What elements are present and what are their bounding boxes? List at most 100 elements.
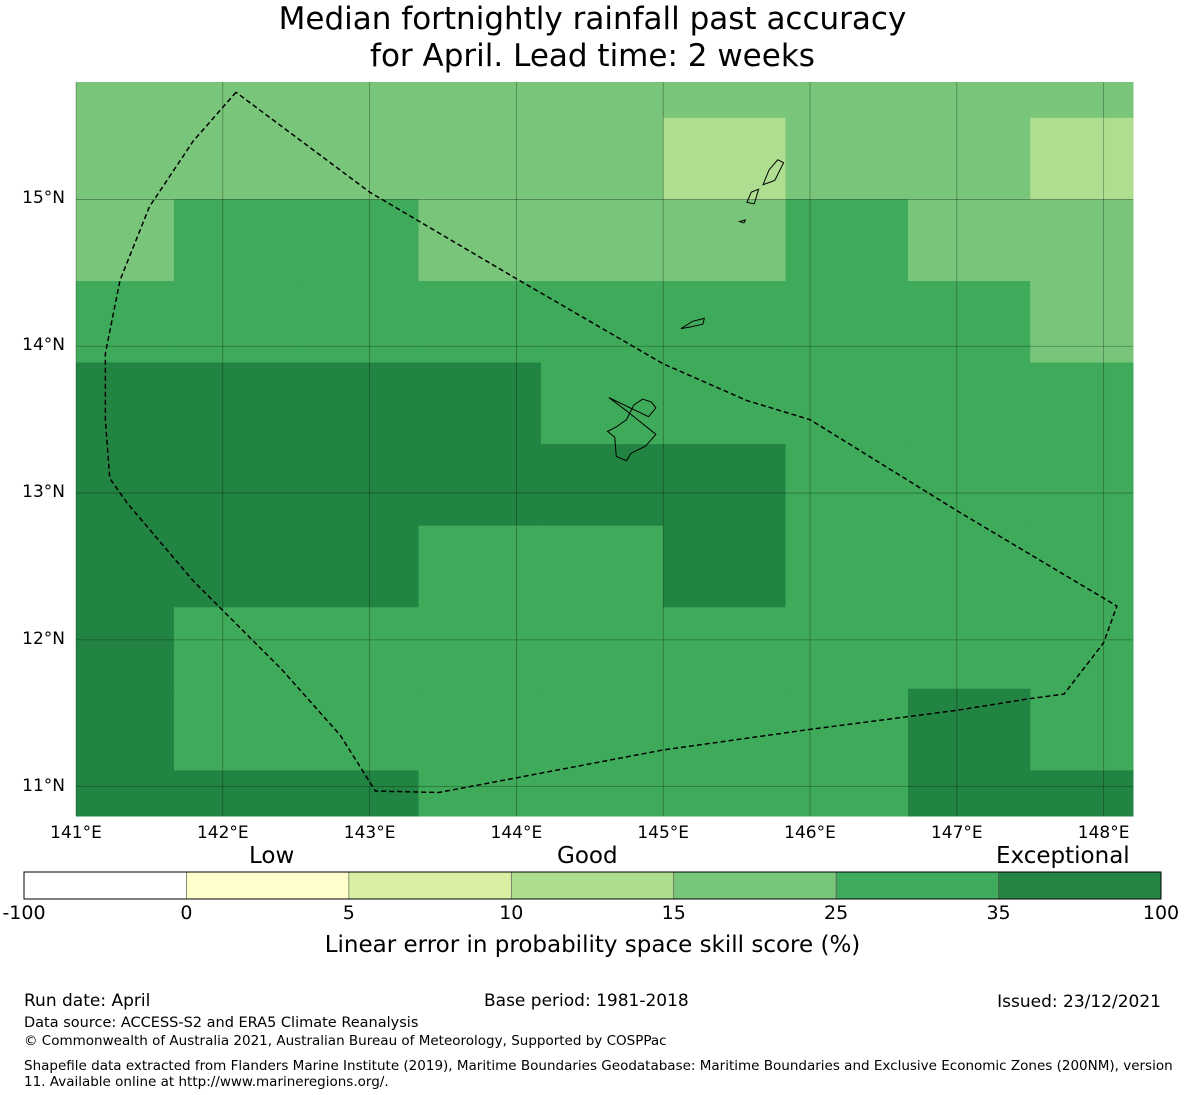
skill-cell xyxy=(540,525,664,608)
skill-cell xyxy=(785,362,909,445)
colorbar-bin xyxy=(510,871,675,900)
lon-tick-label: 147°E xyxy=(930,823,983,843)
eez-boundary xyxy=(104,91,1118,794)
map-gridlines xyxy=(75,82,1133,816)
skill-cell xyxy=(418,117,542,200)
skill-cell xyxy=(296,199,419,282)
skill-cell xyxy=(785,199,909,282)
skill-cell xyxy=(418,688,542,771)
colorbar-tick-label: -100 xyxy=(2,902,46,924)
colorbar-tick-label: 15 xyxy=(661,902,686,924)
skill-cell xyxy=(76,607,175,690)
skill-cell xyxy=(1030,607,1134,690)
skill-cell xyxy=(76,444,175,527)
skill-cell xyxy=(907,281,1031,364)
colorbar-tick-label: 5 xyxy=(342,902,355,924)
skill-cell xyxy=(173,362,297,445)
map-title-line2: for April. Lead time: 2 weeks xyxy=(370,38,815,74)
colorbar-bin xyxy=(998,871,1162,900)
skill-cell xyxy=(785,525,909,608)
lon-tick-label: 148°E xyxy=(1077,823,1130,843)
category-good: Good xyxy=(557,843,618,869)
skill-cell xyxy=(1030,362,1134,445)
skill-cell xyxy=(173,281,297,364)
skill-cell xyxy=(76,525,175,608)
skill-cell xyxy=(907,199,1031,282)
skill-cell xyxy=(907,607,1031,690)
skill-cell xyxy=(663,444,787,527)
skill-cell xyxy=(663,688,787,771)
skill-cell xyxy=(296,525,419,608)
skill-cell xyxy=(907,82,1031,119)
colorbar-bin xyxy=(835,871,999,900)
skill-cell xyxy=(663,525,787,608)
skill-cell xyxy=(663,362,787,445)
skill-cell xyxy=(540,688,664,771)
skill-cell xyxy=(418,525,542,608)
skill-cell xyxy=(785,770,909,817)
skill-cell xyxy=(173,199,297,282)
skill-cell xyxy=(76,117,175,200)
skill-cell xyxy=(418,281,542,364)
skill-cell xyxy=(173,525,297,608)
category-exceptional: Exceptional xyxy=(996,843,1130,869)
skill-cell xyxy=(418,362,542,445)
skill-cell xyxy=(663,82,787,119)
skill-cell xyxy=(296,688,419,771)
island-guam xyxy=(606,397,657,462)
skill-cell xyxy=(907,770,1031,817)
skill-cell xyxy=(173,82,297,119)
skill-cell xyxy=(296,770,419,817)
colorbar-outline xyxy=(23,871,1162,900)
skill-cell xyxy=(1030,444,1134,527)
copyright: © Commonwealth of Australia 2021, Austra… xyxy=(24,1033,667,1049)
skill-cell xyxy=(296,117,419,200)
category-low: Low xyxy=(249,843,295,869)
skill-cell xyxy=(76,362,175,445)
skill-cell xyxy=(663,281,787,364)
lat-tick-label: 11°N xyxy=(22,775,65,796)
map-title-line1: Median fortnightly rainfall past accurac… xyxy=(278,1,907,37)
skill-cell xyxy=(540,117,664,200)
skill-cell xyxy=(1030,770,1134,817)
skill-cell xyxy=(540,362,664,445)
colorbar-bin xyxy=(673,871,837,900)
skill-cell xyxy=(785,444,909,527)
skill-cell xyxy=(76,688,175,771)
lon-tick-label: 145°E xyxy=(637,823,690,843)
island-tinian xyxy=(746,188,760,205)
skill-cell xyxy=(1030,117,1134,200)
colorbar-tick-label: 0 xyxy=(180,902,193,924)
issued-date: Issued: 23/12/2021 xyxy=(997,992,1161,1012)
skill-cell xyxy=(540,82,664,119)
colorbar-tick-label: 100 xyxy=(1142,902,1180,924)
shapefile-note: Shapefile data extracted from Flanders M… xyxy=(24,1058,1173,1090)
skill-cell xyxy=(173,607,297,690)
skill-cell xyxy=(418,199,542,282)
colorbar-tick-label: 35 xyxy=(986,902,1011,924)
colorbar-bin xyxy=(186,871,350,900)
skill-cell xyxy=(785,82,909,119)
skill-cell xyxy=(907,362,1031,445)
skill-cell xyxy=(418,444,542,527)
colorbar-label: Linear error in probability space skill … xyxy=(324,932,861,958)
run-date: Run date: April xyxy=(24,991,151,1011)
lon-tick-label: 146°E xyxy=(784,823,836,843)
skill-cell xyxy=(173,444,297,527)
skill-cell xyxy=(76,281,175,364)
skill-cell xyxy=(76,770,175,817)
skill-cell xyxy=(76,82,175,119)
lon-tick-label: 144°E xyxy=(490,823,543,843)
skill-cell xyxy=(785,688,909,771)
skill-cell xyxy=(663,770,787,817)
colorbar-bin xyxy=(23,871,187,900)
lon-tick-label: 142°E xyxy=(196,823,249,843)
skill-cell xyxy=(173,770,297,817)
skill-cell xyxy=(907,117,1031,200)
skill-cell xyxy=(663,607,787,690)
skill-cell xyxy=(1030,82,1134,119)
skill-cell xyxy=(540,281,664,364)
skill-cell xyxy=(418,770,542,817)
skill-cell xyxy=(296,444,419,527)
